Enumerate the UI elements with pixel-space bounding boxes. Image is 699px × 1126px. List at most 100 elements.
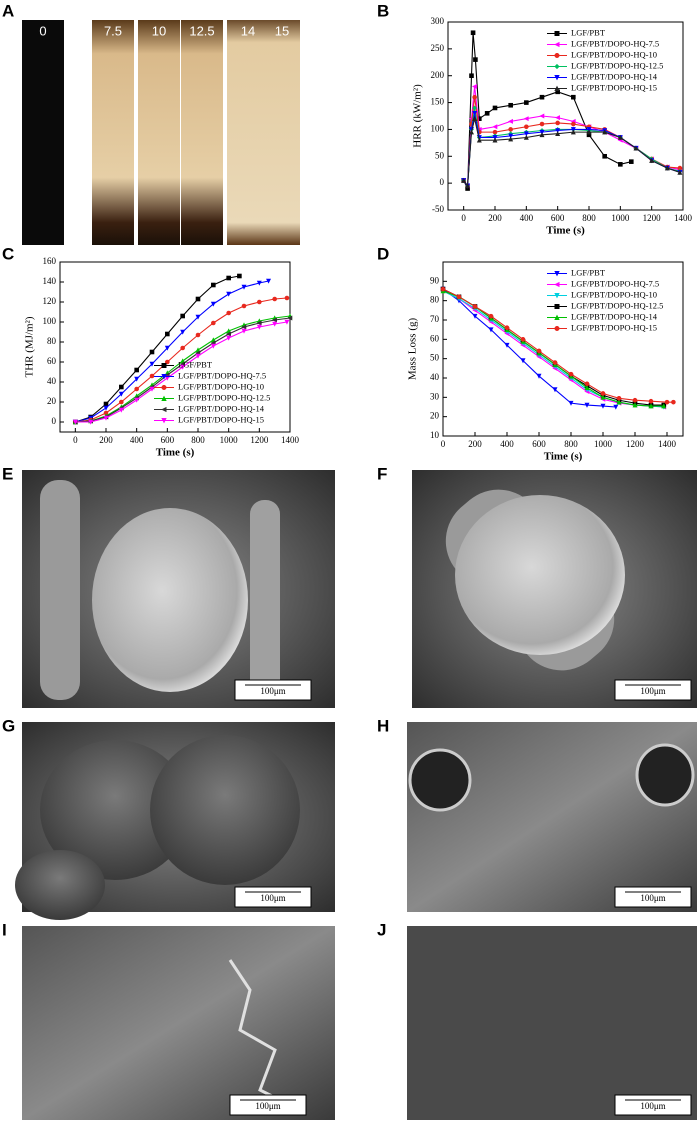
marker — [257, 299, 262, 305]
x-tick-label: 1400 — [281, 435, 300, 445]
x-tick-label: 0 — [73, 435, 78, 445]
legend-marker — [554, 292, 560, 299]
x-tick-label: 600 — [532, 439, 546, 449]
marker — [664, 165, 670, 171]
marker — [472, 105, 478, 111]
marker — [241, 303, 247, 309]
marker — [488, 313, 494, 319]
marker — [456, 294, 462, 300]
marker — [461, 177, 467, 183]
marker — [226, 275, 231, 281]
x-tick-label: 200 — [99, 435, 113, 445]
x-tick-label: 800 — [191, 435, 205, 445]
y-tick-label: 80 — [430, 295, 440, 305]
x-tick-label: 1000 — [220, 435, 239, 445]
marker — [164, 345, 170, 351]
marker — [586, 129, 592, 135]
legend-label: LGF/PBT/DOPO-HQ-15 — [571, 322, 657, 332]
x-tick-label: 800 — [582, 213, 596, 223]
marker — [272, 296, 277, 302]
panel-label: A — [2, 1, 14, 20]
marker — [72, 419, 78, 425]
legend-label: LGF/PBT — [178, 359, 213, 369]
legend-marker — [161, 384, 167, 390]
y-tick-label: 90 — [430, 275, 440, 285]
marker — [520, 337, 526, 342]
marker — [476, 137, 482, 143]
marker — [552, 360, 558, 365]
marker — [440, 286, 446, 292]
marker — [628, 159, 634, 164]
marker — [584, 402, 590, 408]
marker — [473, 57, 478, 62]
y-axis-label: THR (MJ/m²) — [24, 316, 36, 377]
marker — [484, 111, 490, 116]
legend-marker — [161, 362, 167, 368]
x-tick-label: 200 — [468, 439, 482, 449]
marker — [613, 404, 619, 410]
x-tick-label: 400 — [520, 213, 534, 223]
sample-label: 0 — [39, 23, 46, 38]
marker — [195, 353, 201, 359]
marker — [584, 384, 590, 390]
marker — [469, 73, 474, 79]
marker — [256, 324, 262, 330]
marker — [488, 327, 494, 333]
series-line — [75, 275, 240, 423]
plot-frame — [59, 261, 291, 433]
y-tick-label: 140 — [43, 276, 57, 286]
marker — [664, 399, 670, 405]
marker — [241, 328, 247, 334]
marker — [539, 121, 545, 127]
y-tick-label: 0 — [440, 177, 445, 187]
legend-marker — [554, 270, 560, 277]
marker — [539, 132, 545, 138]
legend-label: LGF/PBT — [571, 267, 606, 277]
panel-label: H — [377, 716, 389, 735]
plot-frame — [442, 261, 684, 437]
marker — [284, 295, 290, 301]
marker — [554, 115, 560, 121]
series-line — [463, 107, 681, 188]
legend-marker — [161, 395, 167, 402]
x-tick-label: 400 — [130, 435, 144, 445]
marker — [523, 116, 529, 122]
marker — [472, 116, 478, 121]
sem-i — [22, 926, 335, 1120]
scale-bar: 100μm — [234, 886, 312, 908]
x-tick-label: 1400 — [674, 213, 693, 223]
marker — [119, 384, 124, 390]
marker — [648, 398, 654, 404]
legend-marker — [554, 314, 560, 321]
marker — [256, 320, 262, 326]
marker — [237, 273, 242, 279]
marker — [586, 127, 592, 133]
marker — [602, 129, 608, 135]
marker — [134, 397, 140, 403]
marker — [149, 361, 155, 367]
marker — [271, 317, 277, 323]
legend-label: LGF/PBT/DOPO-HQ-7.5 — [571, 38, 659, 48]
marker — [600, 394, 606, 400]
marker — [134, 367, 139, 373]
sem-g — [15, 722, 335, 920]
legend-label: LGF/PBT/DOPO-HQ-12.5 — [571, 300, 663, 310]
y-tick-label: 40 — [430, 372, 440, 382]
marker — [508, 133, 514, 139]
x-tick-label: 1400 — [658, 439, 677, 449]
y-tick-label: 80 — [47, 336, 57, 346]
marker — [602, 153, 607, 159]
scale-bar: 100μm — [234, 679, 312, 701]
marker — [180, 313, 185, 319]
marker — [539, 129, 545, 135]
legend-marker — [554, 52, 560, 58]
marker — [226, 335, 232, 341]
x-tick-label: 200 — [488, 213, 502, 223]
series-line — [442, 288, 616, 408]
series-line — [442, 288, 674, 403]
marker — [165, 331, 170, 337]
marker — [241, 324, 247, 330]
y-tick-label: 20 — [430, 411, 440, 421]
y-axis-label: HRR (kW/m²) — [412, 84, 424, 148]
scale-bar-label: 100μm — [255, 1101, 280, 1111]
